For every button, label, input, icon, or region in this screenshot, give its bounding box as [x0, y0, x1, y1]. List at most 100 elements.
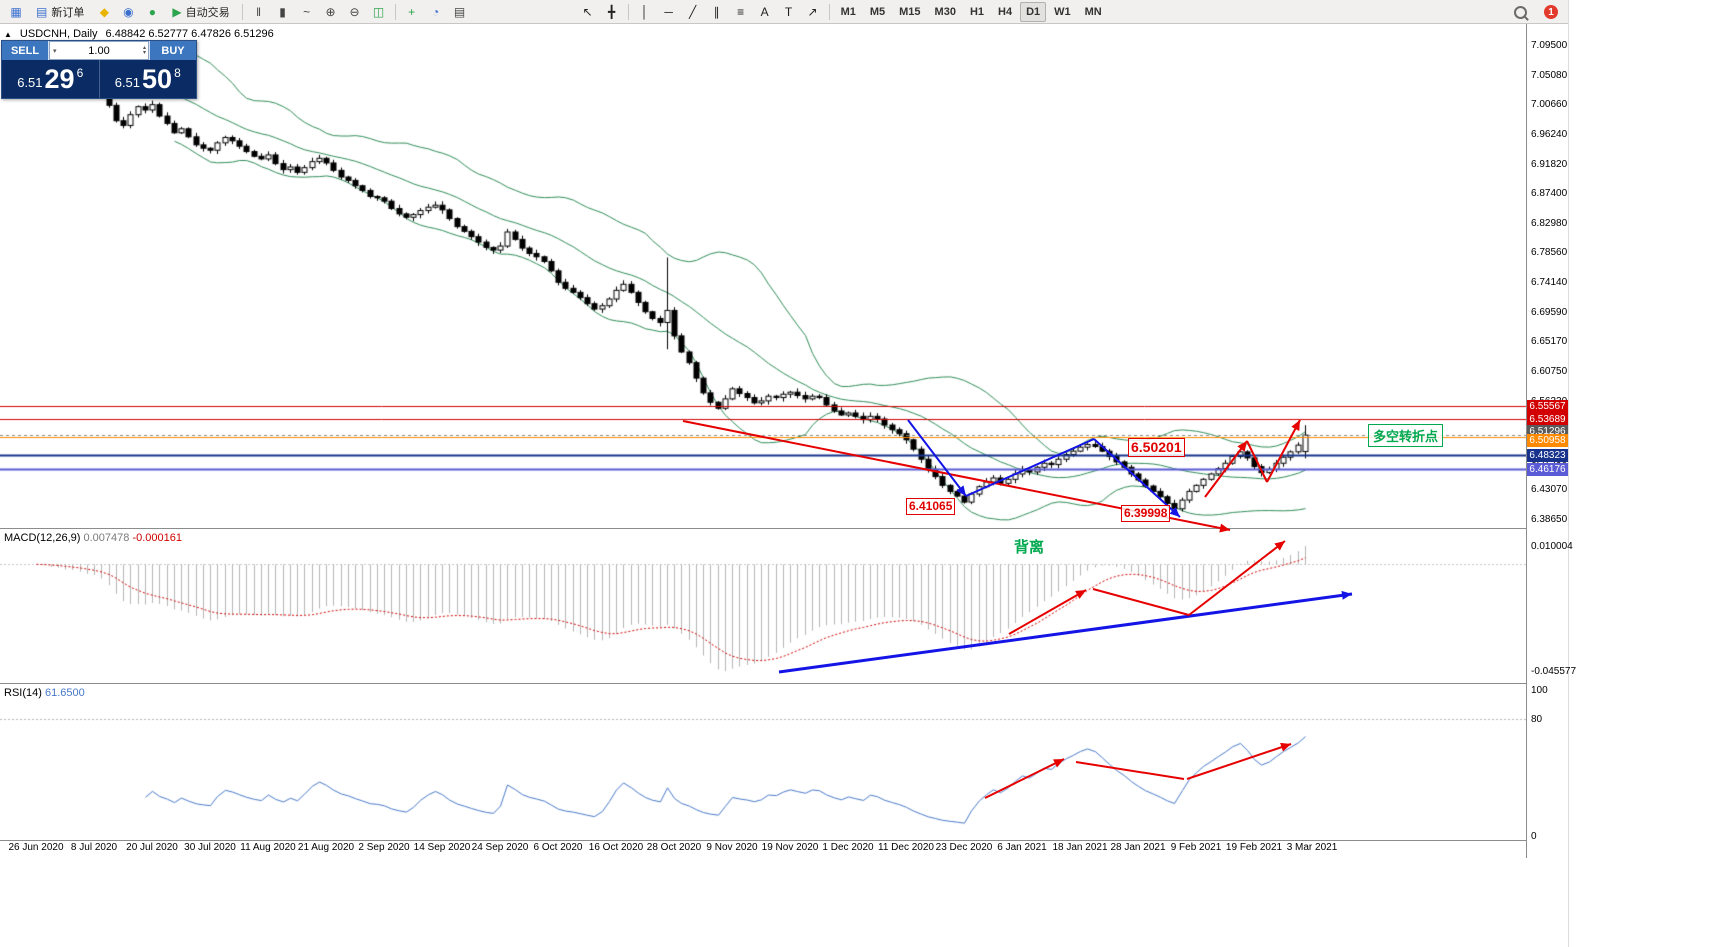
price-scale-label: 6.87400: [1531, 188, 1568, 200]
date-scale-label: 20 Jul 2020: [126, 842, 178, 853]
price-scale-label: 6.74140: [1531, 277, 1568, 288]
date-scale-label: 30 Jul 2020: [184, 842, 236, 853]
date-scale-label: 18 Jan 2021: [1052, 842, 1108, 853]
one-click-collapse-icon[interactable]: ▲: [4, 29, 12, 39]
price-scale-separator[interactable]: [1526, 24, 1527, 858]
one-click-trading-panel: SELL ▾ 1.00 ▴ ▾ BUY 6.51 29 6 6.51 50 8: [1, 40, 197, 99]
macd-pane-border[interactable]: [0, 528, 1526, 529]
horizontal-line-button[interactable]: ─: [664, 4, 673, 19]
toolbar-separator: [627, 3, 629, 20]
sell-button[interactable]: SELL: [2, 41, 48, 60]
templates-button[interactable]: ▤: [453, 4, 466, 19]
zoom-in-button[interactable]: ⊕: [325, 4, 336, 19]
price-scale-label: 6.60750: [1531, 365, 1568, 377]
timeframe-MN[interactable]: MN: [1084, 5, 1102, 18]
market-watch-button[interactable]: ●: [148, 4, 156, 19]
toolbar-separator: [394, 3, 396, 20]
date-scale-label: 6 Jan 2021: [997, 842, 1047, 853]
mt4-window: ▦ ▤ 新订单 ◆ ◉ ● ▶ 自动交易 ‖ ▮ ~ ⊕ ⊖ ◫ + ◔ ▤ ↖ ╋ │ ─ ╱ ∥ ≡ A T ↗ M1 M5 M15 M…: [0, 0, 1569, 947]
price-tag-6.48323: 6.48323: [1527, 449, 1568, 462]
buy-price-point: 8: [174, 66, 181, 80]
price-tag-6.50958: 6.50958: [1527, 434, 1568, 447]
fibonacci-button[interactable]: ≡: [737, 4, 745, 19]
timeframe-M15[interactable]: M15: [899, 5, 921, 18]
tile-windows-button[interactable]: ◫: [372, 4, 385, 19]
ohlc-label: 6.48842 6.52777 6.47826 6.51296: [105, 28, 274, 40]
rsi-label: RSI(14) 61.6500: [4, 687, 85, 699]
indicators-button[interactable]: +: [408, 4, 416, 19]
notification-badge[interactable]: 1: [1544, 5, 1558, 19]
date-scale-label: 6 Oct 2020: [533, 842, 583, 853]
date-scale-label: 24 Sep 2020: [471, 842, 529, 853]
sell-price-pips: 29: [44, 63, 75, 94]
candlestick-button[interactable]: ▮: [279, 4, 286, 19]
cursor-button[interactable]: ↖: [582, 4, 593, 19]
price-scale-label: 6.78560: [1531, 247, 1568, 259]
price-scale-label: 6.91820: [1531, 158, 1568, 170]
annotation-price-65020: 6.50201: [1128, 438, 1185, 457]
line-chart-button[interactable]: ~: [303, 4, 311, 19]
timeframe-H4[interactable]: H4: [998, 5, 1013, 18]
annotation-divergence: 背离: [1014, 539, 1045, 556]
timeframe-W1[interactable]: W1: [1054, 5, 1071, 18]
date-scale-label: 11 Aug 2020: [240, 842, 296, 853]
metaeditor-button[interactable]: ◆: [99, 4, 109, 19]
date-scale-label: 9 Nov 2020: [706, 842, 758, 853]
label-button[interactable]: T: [784, 4, 793, 19]
volume-input[interactable]: ▾ 1.00 ▴ ▾: [49, 41, 149, 60]
zoom-out-button[interactable]: ⊖: [349, 4, 360, 19]
chart-area: ▲ USDCNH, Daily 6.48842 6.52777 6.47826 …: [0, 24, 1576, 947]
new-chart-button[interactable]: ▦: [10, 4, 22, 19]
timeframe-M1[interactable]: M1: [840, 5, 856, 18]
timeframe-D1[interactable]: D1: [1020, 1, 1047, 22]
annotation-price-641065: 6.41065: [906, 498, 956, 515]
chart-canvas[interactable]: [0, 24, 1526, 840]
date-scale-label: 14 Sep 2020: [413, 842, 471, 853]
sell-price[interactable]: 6.51 29 6: [2, 60, 99, 98]
toolbar-separator: [241, 3, 243, 20]
toolbar: ▦ ▤ 新订单 ◆ ◉ ● ▶ 自动交易 ‖ ▮ ~ ⊕ ⊖ ◫ + ◔ ▤ ↖ ╋ │ ─ ╱ ∥ ≡ A T ↗ M1 M5 M15 M…: [0, 0, 1568, 24]
date-scale-label: 19 Feb 2021: [1225, 842, 1283, 853]
macd-scale-min: -0.045577: [1531, 666, 1577, 677]
date-scale-label: 1 Dec 2020: [822, 842, 874, 853]
volume-spinner[interactable]: ▴ ▾: [142, 44, 146, 56]
periods-button[interactable]: ◔: [431, 4, 440, 19]
crosshair-button[interactable]: ╋: [607, 4, 616, 19]
price-scale-label: 7.00660: [1531, 99, 1568, 111]
timeframe-M5[interactable]: M5: [869, 5, 886, 18]
price-scale-label: 6.65170: [1531, 336, 1568, 348]
autotrading-button[interactable]: ▶ 自动交易: [172, 4, 230, 19]
arrows-button[interactable]: ↗: [807, 4, 818, 19]
new-order-button[interactable]: ▤ 新订单: [36, 4, 85, 19]
date-scale-label: 28 Jan 2021: [1110, 842, 1166, 853]
search-button[interactable]: [1509, 1, 1531, 23]
trendline-button[interactable]: ╱: [688, 4, 697, 19]
toolbar-separator: [828, 3, 830, 20]
date-scale-label: 23 Dec 2020: [935, 842, 993, 853]
volume-dropdown-icon[interactable]: ▾: [53, 47, 57, 55]
bar-chart-button[interactable]: ‖: [256, 4, 262, 19]
date-scale-label: 28 Oct 2020: [646, 842, 702, 853]
text-button[interactable]: A: [760, 4, 769, 19]
options-button[interactable]: ◉: [123, 4, 134, 19]
toolbar-right: 1: [1508, 2, 1558, 22]
timeframe-M30[interactable]: M30: [934, 5, 956, 18]
buy-button[interactable]: BUY: [150, 41, 196, 60]
symbol-period-label: USDCNH, Daily: [19, 28, 98, 40]
price-scale-label: 6.96240: [1531, 128, 1568, 140]
rsi-pane-border[interactable]: [0, 683, 1526, 684]
sell-price-point: 6: [76, 66, 84, 80]
annotation-turning-point: 多空转折点: [1368, 424, 1444, 447]
date-scale-label: 16 Oct 2020: [588, 842, 644, 853]
date-scale-label: 9 Feb 2021: [1170, 842, 1222, 853]
timeframe-H1[interactable]: H1: [969, 5, 985, 18]
date-scale-label: 11 Dec 2020: [878, 842, 934, 853]
buy-price[interactable]: 6.51 50 8: [98, 60, 197, 98]
price-scale-label: 6.82980: [1531, 217, 1568, 229]
price-tag-6.53689: 6.53689: [1527, 413, 1568, 426]
annotation-price-639998: 6.39998: [1121, 505, 1171, 522]
date-scale-label: 3 Mar 2021: [1286, 842, 1338, 853]
price-scale-label: 6.69590: [1531, 306, 1568, 318]
channel-button[interactable]: ∥: [713, 4, 720, 19]
vertical-line-button[interactable]: │: [640, 4, 649, 19]
